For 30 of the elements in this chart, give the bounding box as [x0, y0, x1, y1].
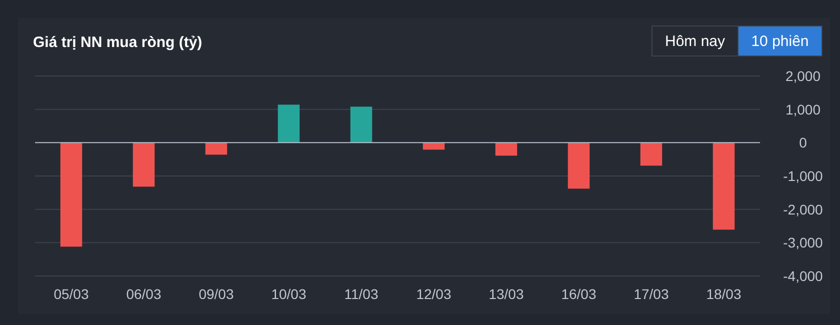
y-tick-label: -2,000	[783, 201, 824, 218]
x-tick-label: 16/03	[561, 286, 596, 302]
bar	[132, 142, 155, 187]
y-tick-label: 0	[799, 134, 808, 151]
bar	[495, 142, 518, 156]
x-tick-label: 18/03	[706, 286, 742, 302]
selected-button: 10 phiên	[738, 26, 822, 56]
chart-title: Giá trị NN mua ròng (tỷ)	[33, 34, 202, 51]
x-tick-label: 05/03	[54, 286, 89, 302]
x-tick-label: 17/03	[634, 286, 669, 302]
x-tick-label: 13/03	[488, 286, 524, 302]
bar	[712, 142, 735, 230]
bar	[350, 106, 372, 143]
x-tick-label: 12/03	[416, 286, 452, 302]
bar	[278, 104, 300, 143]
bar	[60, 142, 82, 247]
x-tick-label: 11/03	[344, 286, 378, 302]
button: Hôm nay	[652, 26, 738, 56]
bar	[205, 142, 228, 155]
y-tick-label: 1,000	[785, 101, 821, 118]
y-tick-label: -4,000	[783, 268, 824, 284]
bar	[568, 142, 590, 189]
bar	[640, 142, 662, 166]
bar	[422, 142, 445, 150]
y-tick-label: -3,000	[783, 234, 824, 251]
y-tick-label: -1,000	[783, 168, 824, 184]
x-tick-label: 09/03	[198, 286, 234, 302]
y-tick-label: 2,000	[785, 68, 821, 84]
x-tick-label: 10/03	[271, 286, 306, 302]
x-tick-label: 06/03	[126, 286, 162, 302]
